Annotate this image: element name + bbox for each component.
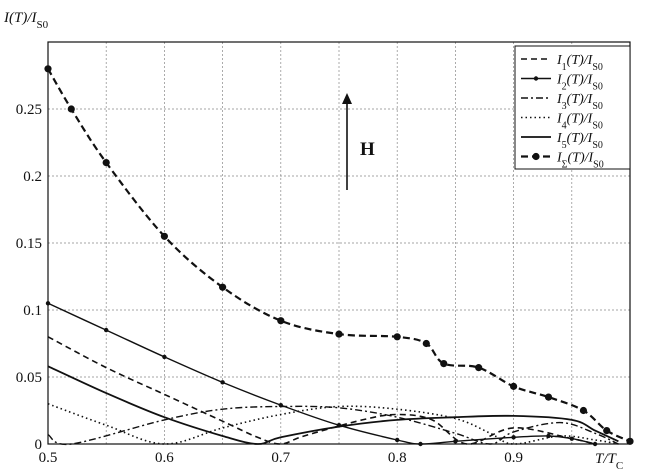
y-tick-label: 0.1: [23, 303, 42, 319]
series-6: [44, 65, 634, 445]
data-point: [162, 354, 167, 360]
series-1: [47, 336, 596, 445]
data-point: [453, 439, 458, 444]
legend-item: I2(T)/IS0: [521, 73, 603, 93]
y-tick-label: 0.2: [23, 169, 42, 185]
data-point: [220, 380, 225, 385]
x-tick-label: 0.5: [39, 450, 58, 466]
data-point: [335, 330, 343, 338]
series-line: [47, 302, 596, 445]
data-point: [277, 317, 285, 325]
series-5: [47, 365, 619, 445]
legend-marker: [532, 152, 540, 161]
legend-label: I3(T)/IS0: [556, 92, 603, 112]
h-field-annotation: H: [342, 93, 375, 190]
series-line: [47, 405, 619, 446]
x-tick-label: 0.7: [271, 450, 290, 466]
data-point: [67, 105, 75, 113]
data-point: [511, 435, 516, 440]
data-point: [509, 382, 518, 390]
data-point: [422, 339, 430, 348]
series-line: [47, 365, 619, 445]
legend-label: I5(T)/IS0: [556, 131, 603, 151]
legend-item: I5(T)/IS0: [521, 131, 603, 151]
legend-label: IΣ(T)/IS0: [556, 151, 604, 171]
legend-item: I3(T)/IS0: [521, 92, 603, 112]
y-tick-label: 0: [35, 437, 43, 453]
grid: [47, 41, 631, 445]
legend-marker: [533, 76, 539, 81]
data-point: [592, 441, 598, 447]
tick-labels: 0.5 0.6 0.7 0.8 0.9 0 0.05 0.1 0.15 0.2 0.25: [16, 102, 523, 466]
legend: I1(T)/IS0I2(T)/IS0I3(T)/IS0I4(T)/IS0I5(T…: [514, 45, 631, 171]
x-tick-label: 0.9: [504, 450, 523, 466]
legend-label: I2(T)/IS0: [556, 73, 603, 93]
data-point: [102, 159, 110, 167]
h-arrowhead: [342, 93, 352, 104]
data-point: [418, 441, 423, 447]
h-label: H: [360, 139, 375, 160]
series-layer: [44, 65, 634, 447]
legend-label: I4(T)/IS0: [556, 112, 603, 132]
data-point: [160, 232, 168, 240]
legend-item: I1(T)/IS0: [521, 53, 603, 73]
data-point: [544, 393, 553, 401]
y-tick-label: 0.15: [16, 236, 42, 252]
series-3: [47, 405, 619, 446]
series-2: [45, 301, 598, 447]
data-point: [579, 406, 588, 415]
legend-label: I1(T)/IS0: [556, 53, 603, 73]
x-axis-label: T/TC: [595, 451, 623, 472]
series-line: [47, 68, 631, 443]
series-line: [47, 403, 619, 445]
axes: [47, 41, 631, 445]
y-axis-label: I(T)/IS0: [3, 10, 49, 31]
data-point: [569, 436, 574, 441]
series-4: [47, 403, 619, 445]
legend-item: I4(T)/IS0: [521, 112, 603, 132]
legend-box: [514, 45, 631, 170]
data-point: [603, 427, 611, 435]
data-point: [395, 437, 400, 443]
series-line: [47, 336, 596, 445]
data-point: [219, 283, 227, 291]
legend-item: IΣ(T)/IS0: [521, 151, 604, 171]
x-tick-label: 0.8: [388, 450, 407, 466]
x-tick-label: 0.6: [155, 450, 174, 466]
plot-frame: [47, 41, 631, 445]
data-point: [45, 301, 51, 306]
data-point: [44, 65, 52, 73]
data-point: [475, 364, 483, 372]
data-point: [626, 437, 634, 445]
data-point: [393, 333, 401, 341]
data-point: [104, 327, 109, 333]
y-tick-label: 0.25: [16, 102, 42, 118]
y-tick-label: 0.05: [16, 370, 42, 386]
data-point: [440, 360, 448, 368]
